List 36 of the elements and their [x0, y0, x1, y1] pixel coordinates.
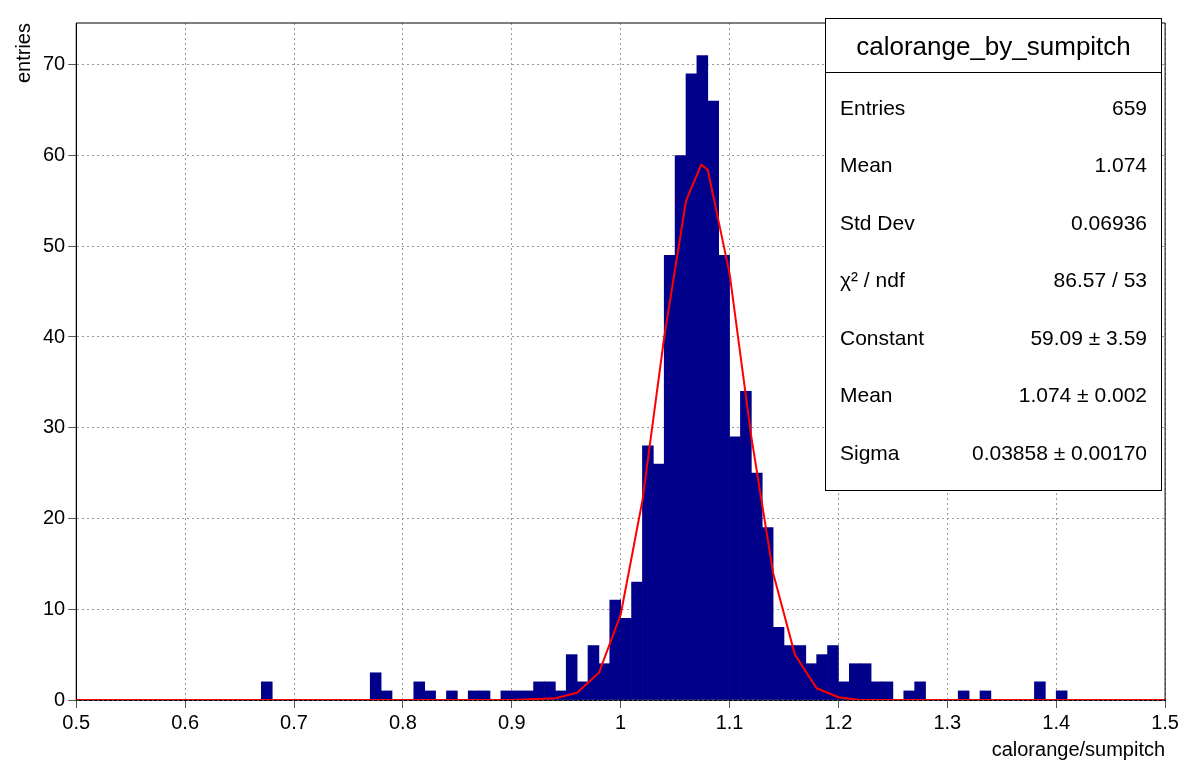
x-tick-label: 1.1 [715, 710, 744, 733]
annotation: 0.06936 [1071, 210, 1147, 235]
x-tick-label: 1.4 [1042, 710, 1071, 733]
annotation: Constant [840, 325, 925, 350]
x-tick-label: 0.5 [62, 710, 91, 733]
annotation: Sigma [840, 440, 900, 465]
x-tick-label: 1.2 [824, 710, 853, 733]
y-axis-title: entries [11, 23, 34, 84]
y-tick-label: 60 [43, 143, 66, 166]
x-tick-label: 0.8 [389, 710, 417, 733]
x-axis-title: calorange/sumpitch [991, 737, 1166, 760]
y-tick-label: 70 [43, 52, 66, 75]
y-tick-label: 40 [43, 324, 66, 347]
y-tick-label: 30 [43, 415, 66, 438]
annotation: 86.57 / 53 [1053, 268, 1147, 293]
x-tick-label: 1.5 [1151, 710, 1179, 733]
y-tick-label: 10 [43, 596, 66, 619]
annotation: Std Dev [840, 210, 915, 235]
annotation: 659 [1111, 95, 1147, 120]
chart-title: calorange_by_sumpitch [826, 19, 1161, 73]
annotation: 1.074 [1094, 153, 1147, 178]
annotation: 0.03858 ± 0.00170 [971, 440, 1147, 465]
x-tick-label: 0.6 [171, 710, 200, 733]
x-tick-label: 1.3 [933, 710, 962, 733]
x-tick-label: 1 [615, 710, 627, 733]
annotation: Entries [840, 95, 906, 120]
x-tick-label: 0.9 [497, 710, 526, 733]
annotation: χ² / ndf [840, 268, 905, 293]
y-tick-label: 50 [43, 233, 66, 256]
x-tick-label: 0.7 [280, 710, 308, 733]
annotation: 1.074 ± 0.002 [1018, 383, 1147, 408]
annotation: Mean [840, 153, 893, 178]
y-tick-label: 20 [43, 506, 66, 529]
y-tick-label: 0 [54, 687, 66, 710]
annotation: Mean [840, 383, 893, 408]
annotation: 59.09 ± 3.59 [1030, 325, 1147, 350]
